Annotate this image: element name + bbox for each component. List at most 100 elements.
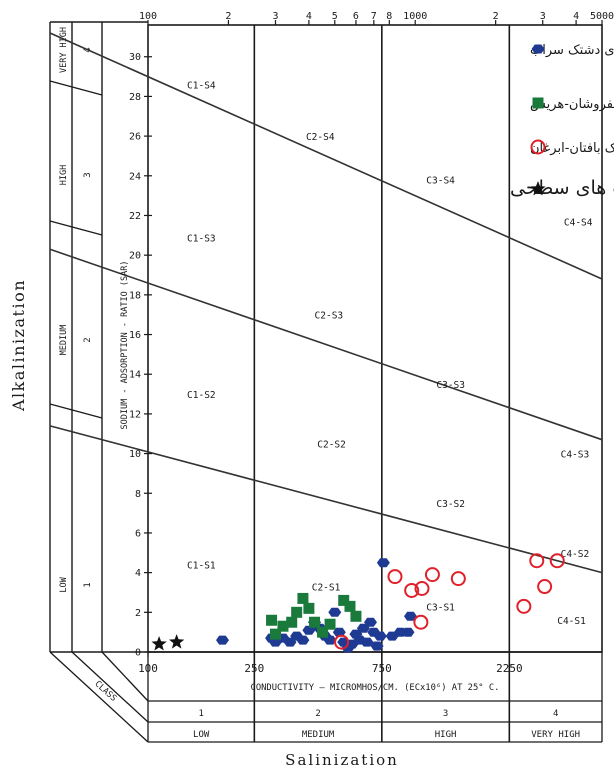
y-tick-label: 4 (135, 568, 141, 579)
y-tick-label: 24 (129, 171, 141, 182)
data-point-open-circle (413, 614, 429, 630)
y-tick-label: 20 (129, 251, 141, 262)
salinity-class-number: 2 (315, 709, 320, 719)
y-tick-label: 10 (129, 449, 141, 460)
y-tick-label: 0 (135, 648, 141, 659)
zone-label: C4-S4 (564, 217, 593, 228)
data-point-square (350, 610, 362, 622)
data-point-square (277, 620, 289, 632)
data-point-open-circle (529, 553, 545, 569)
x-top-tick-label: 3 (272, 11, 278, 22)
y-tick-label: 16 (129, 330, 141, 341)
data-point-square (286, 616, 298, 628)
legend: آبخوانهای دشتک سراب آبخوانهای دشتک اسپفرو… (510, 41, 614, 199)
zone-label: C2-S2 (317, 440, 346, 451)
legend-marker-square (532, 97, 544, 109)
sodium-class-number: 1 (83, 582, 93, 587)
sodium-hazard-boundary (49, 32, 603, 280)
salinity-class-name: MEDIUM (302, 730, 335, 740)
y-tick-label: 8 (135, 489, 141, 500)
zone-label: C1-S3 (187, 233, 216, 244)
data-point-square (291, 606, 303, 618)
legend-label: آبخوانهای دشتک سراب (530, 41, 614, 58)
y-axis-title: Alkalinization (9, 279, 28, 412)
data-point-square (324, 618, 336, 630)
data-point-hexagon (328, 607, 342, 617)
sodium-class-name: HIGH (59, 165, 69, 185)
x-bottom-tick-label: 750 (372, 662, 392, 675)
sodium-class-name: MEDIUM (59, 325, 69, 356)
zone-label: C1-S2 (187, 390, 216, 401)
legend-label: آبخوانهای دشتک اسپفروشان-هریس (530, 95, 614, 112)
x-top-tick-label: 4 (306, 11, 312, 22)
data-point-star (151, 636, 167, 651)
zone-label: C2-S4 (306, 132, 335, 143)
sodium-class-divider (49, 403, 103, 419)
data-point-square (317, 626, 329, 638)
legend-marker-star (530, 181, 546, 196)
salinity-class-name: VERY HIGH (531, 730, 580, 740)
zone-label: C1-S4 (187, 80, 216, 91)
zone-label: C4-S3 (561, 450, 590, 461)
zone-label: C3-S2 (436, 499, 465, 510)
zone-label: C3-S1 (426, 602, 455, 613)
zone-label: C4-S1 (557, 616, 586, 627)
salinity-class-name: HIGH (435, 730, 457, 740)
salinity-class-number: 4 (553, 709, 558, 719)
zone-label: C2-S3 (315, 311, 344, 322)
class-connector-line (49, 651, 149, 743)
zone-label: C1-S1 (187, 561, 216, 572)
salinity-class-number: 3 (443, 709, 448, 719)
data-point-open-circle (334, 634, 350, 650)
zone-label: C2-S1 (312, 582, 341, 593)
x-top-tick-label: 1000 (403, 11, 427, 22)
x-top-tick-label: 5 (332, 11, 338, 22)
x-top-tick-label: 3 (540, 11, 546, 22)
x-top-tick-label: 4 (573, 11, 579, 22)
x-top-tick-label: 6 (353, 11, 359, 22)
sodium-class-divider (49, 80, 103, 96)
legend-label: آب های سطحی (510, 175, 614, 199)
data-point-square (344, 600, 356, 612)
legend-marker-open-circle (530, 139, 546, 155)
sodium-class-number: 2 (83, 337, 93, 342)
y-tick-label: 6 (135, 528, 141, 539)
data-point-open-circle (424, 567, 440, 583)
sodium-class-number: 3 (83, 172, 93, 177)
sodium-class-name: VERY HIGH (59, 27, 69, 73)
data-point-hexagon (404, 611, 417, 621)
class-connector-line (101, 651, 149, 702)
legend-marker-hexagon (531, 44, 545, 54)
data-point-hexagon (376, 558, 390, 568)
data-point-open-circle (549, 553, 565, 569)
y-tick-label: 30 (129, 52, 141, 63)
zone-label: C3-S3 (436, 380, 465, 391)
chart-frame (50, 24, 603, 742)
data-point-open-circle (537, 579, 553, 595)
class-connector-line (71, 651, 149, 723)
data-point-square (266, 614, 278, 626)
data-point-hexagon (323, 635, 337, 645)
data-point-hexagon (216, 635, 229, 645)
data-point-square (309, 616, 321, 628)
y-axis-inner-label: SODIUM - ADSORPTION - RATIO (SAR) (120, 261, 130, 430)
data-point-hexagon (296, 635, 310, 645)
data-point-hexagon (373, 631, 387, 641)
x-bottom-tick-label: 2250 (496, 662, 523, 675)
zone-label: C4-S2 (561, 549, 590, 560)
plot-border (147, 24, 603, 653)
data-point-star (169, 634, 185, 649)
sodium-class-name: LOW (59, 576, 69, 592)
x-top-tick-label: 7 (371, 11, 377, 22)
y-tick-label: 28 (129, 92, 141, 103)
x-bottom-tick-label: 250 (244, 662, 264, 675)
sodium-hazard-boundary (49, 425, 603, 574)
sodium-hazard-boundary (49, 248, 603, 441)
salinity-class-name: LOW (193, 730, 210, 740)
x-axis-title: Salinization (285, 751, 399, 769)
data-point-square (303, 602, 315, 614)
x-top-tick-label: 8 (386, 11, 392, 22)
data-point-square (338, 594, 350, 606)
data-point-hexagon (401, 627, 415, 637)
sodium-class-divider (49, 220, 103, 236)
